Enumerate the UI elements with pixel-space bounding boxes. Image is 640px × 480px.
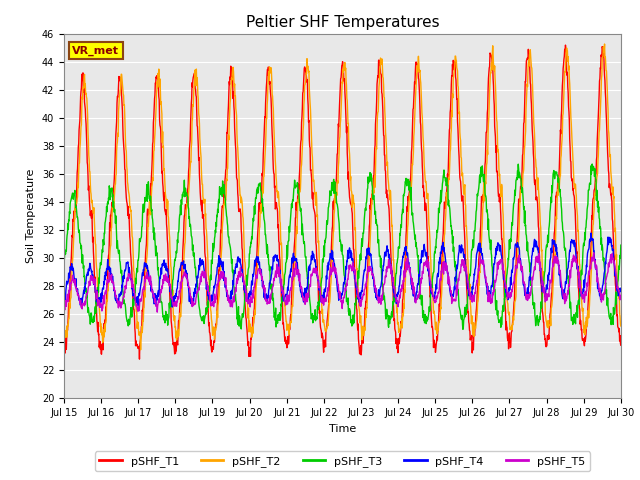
pSHF_T2	[184, 201, 192, 207]
pSHF_T2	[246, 329, 254, 335]
pSHF_T3	[246, 244, 254, 250]
pSHF_T2	[601, 41, 609, 47]
Line: pSHF_T4: pSHF_T4	[64, 233, 621, 307]
pSHF_T1	[551, 221, 559, 227]
pSHF_T3	[170, 264, 178, 269]
pSHF_T4	[551, 244, 559, 250]
pSHF_T3	[429, 273, 436, 279]
pSHF_T1	[429, 332, 437, 338]
pSHF_T2	[502, 276, 509, 282]
pSHF_T4	[171, 296, 179, 302]
pSHF_T1	[246, 354, 254, 360]
pSHF_T4	[246, 289, 254, 295]
pSHF_T3	[60, 251, 68, 256]
Y-axis label: Soil Temperature: Soil Temperature	[26, 169, 36, 263]
pSHF_T5	[502, 286, 509, 291]
Legend: pSHF_T1, pSHF_T2, pSHF_T3, pSHF_T4, pSHF_T5: pSHF_T1, pSHF_T2, pSHF_T3, pSHF_T4, pSHF…	[95, 451, 590, 471]
pSHF_T1	[60, 351, 68, 357]
pSHF_T1	[617, 342, 625, 348]
pSHF_T2	[551, 254, 559, 260]
pSHF_T3	[617, 242, 625, 248]
Line: pSHF_T3: pSHF_T3	[64, 164, 621, 329]
pSHF_T1	[136, 356, 143, 362]
Title: Peltier SHF Temperatures: Peltier SHF Temperatures	[246, 15, 439, 30]
pSHF_T3	[502, 283, 509, 289]
pSHF_T1	[171, 351, 179, 357]
pSHF_T5	[60, 305, 68, 311]
pSHF_T5	[429, 294, 437, 300]
Line: pSHF_T2: pSHF_T2	[64, 44, 621, 350]
Text: VR_met: VR_met	[72, 46, 119, 56]
pSHF_T2	[429, 300, 437, 306]
pSHF_T4	[429, 293, 437, 299]
pSHF_T2	[171, 313, 179, 319]
pSHF_T2	[617, 323, 625, 329]
pSHF_T4	[184, 280, 192, 286]
pSHF_T3	[459, 326, 467, 332]
pSHF_T1	[562, 42, 570, 48]
pSHF_T3	[588, 161, 596, 167]
pSHF_T1	[502, 327, 509, 333]
pSHF_T3	[551, 173, 559, 179]
pSHF_T5	[590, 250, 598, 256]
pSHF_T4	[587, 230, 595, 236]
pSHF_T5	[551, 260, 559, 266]
X-axis label: Time: Time	[329, 424, 356, 433]
Line: pSHF_T1: pSHF_T1	[64, 45, 621, 359]
pSHF_T5	[184, 280, 192, 286]
Line: pSHF_T5: pSHF_T5	[64, 253, 621, 312]
pSHF_T4	[617, 286, 625, 291]
pSHF_T5	[154, 309, 161, 315]
pSHF_T5	[617, 295, 625, 300]
pSHF_T4	[60, 300, 68, 306]
pSHF_T5	[246, 294, 254, 300]
pSHF_T2	[137, 347, 145, 353]
pSHF_T4	[96, 304, 104, 310]
pSHF_T5	[171, 303, 179, 309]
pSHF_T4	[502, 289, 509, 295]
pSHF_T3	[184, 195, 191, 201]
pSHF_T1	[184, 181, 192, 187]
pSHF_T2	[60, 333, 68, 339]
